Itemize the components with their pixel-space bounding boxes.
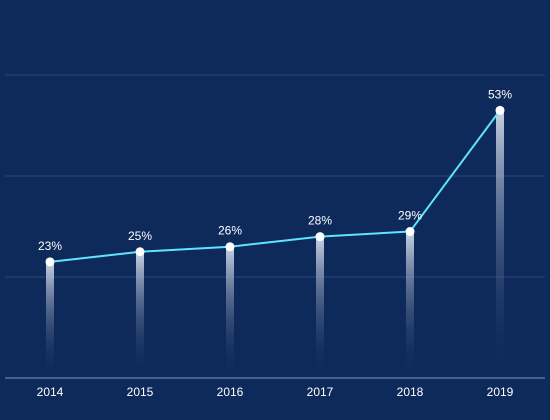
x-tick-labels: 2014 2015 2016 2017 2018 2019: [37, 385, 514, 399]
data-label: 29%: [398, 209, 422, 223]
data-label: 53%: [488, 87, 512, 101]
data-label: 28%: [308, 214, 332, 228]
x-tick-label: 2017: [307, 385, 334, 399]
column-bar: [136, 251, 144, 378]
data-point: [315, 232, 325, 242]
x-tick-label: 2016: [217, 385, 244, 399]
column-bar: [496, 110, 504, 378]
series-line: [49, 109, 501, 263]
x-tick-label: 2014: [37, 385, 64, 399]
data-label: 26%: [218, 224, 242, 238]
column-bars: [46, 110, 504, 378]
data-point: [405, 227, 415, 237]
data-point: [135, 247, 145, 257]
data-point: [225, 242, 235, 252]
x-tick-label: 2018: [397, 385, 424, 399]
grid: [5, 74, 545, 278]
series-line-group: [49, 109, 501, 263]
data-label: 23%: [38, 239, 62, 253]
column-bar: [316, 236, 324, 378]
data-point: [45, 257, 55, 267]
data-labels: 23% 25% 26% 28% 29% 53%: [38, 87, 512, 253]
column-bar: [226, 246, 234, 378]
data-label: 25%: [128, 229, 152, 243]
x-tick-label: 2019: [487, 385, 514, 399]
column-bar: [406, 231, 414, 378]
data-point: [495, 105, 505, 115]
data-points: [45, 105, 505, 267]
x-tick-label: 2015: [127, 385, 154, 399]
column-bar: [46, 261, 54, 378]
